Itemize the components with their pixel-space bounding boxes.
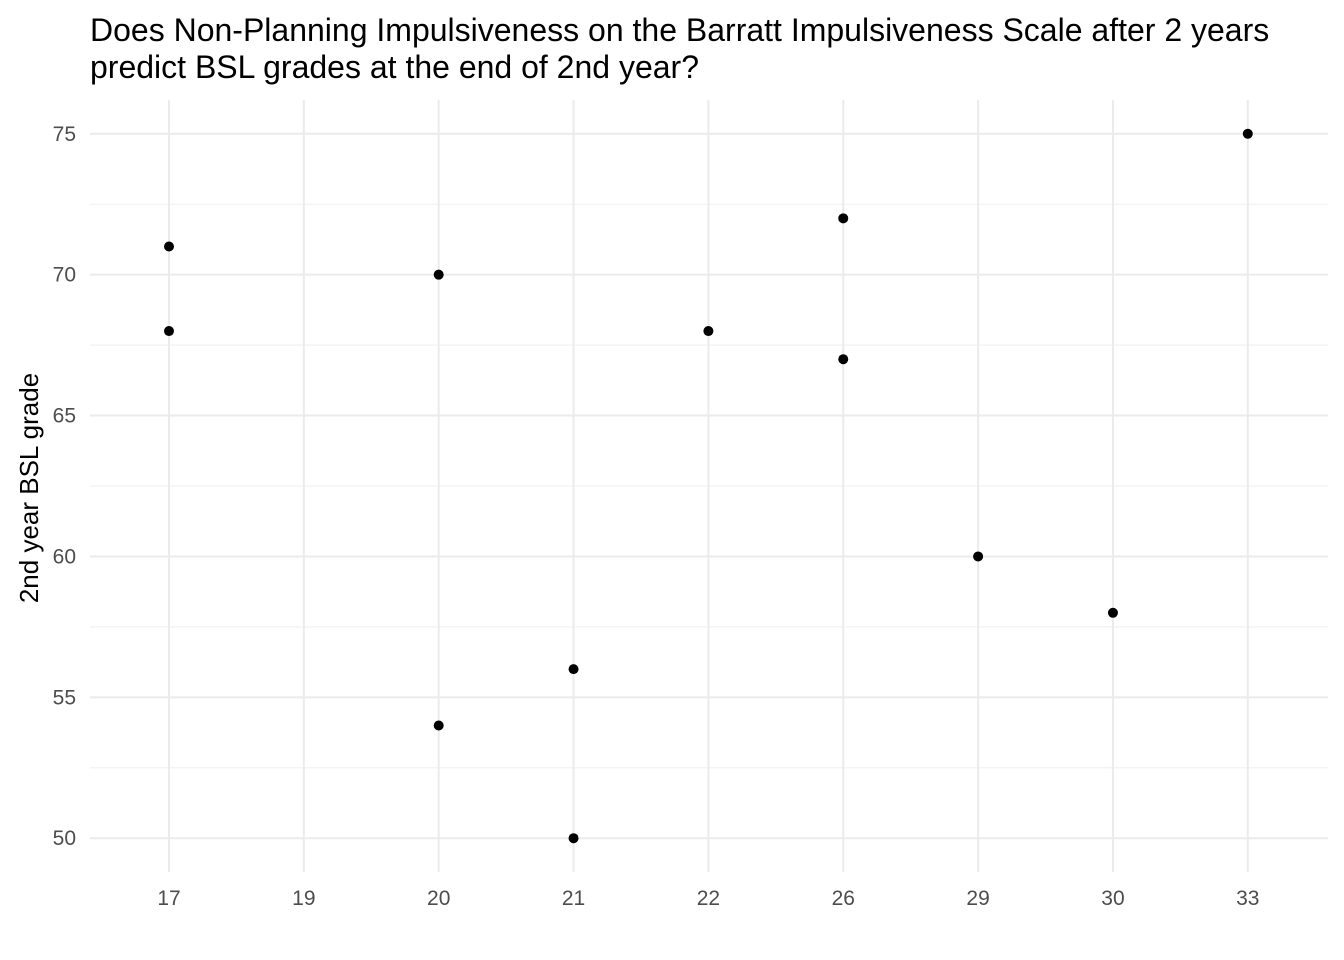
x-tick-label: 19 <box>292 887 315 910</box>
data-point <box>433 720 444 731</box>
data-point <box>164 326 174 337</box>
x-tick-label: 21 <box>562 887 585 910</box>
y-tick-label: 60 <box>53 545 76 568</box>
x-tick-label: 17 <box>157 887 180 910</box>
data-point <box>1107 607 1118 618</box>
x-tick-label: 22 <box>697 887 720 910</box>
data-point <box>1242 128 1253 139</box>
y-tick-label: 65 <box>53 405 76 428</box>
data-point <box>568 664 579 675</box>
data-point <box>433 269 444 280</box>
data-point <box>838 354 849 365</box>
grid-lines <box>90 100 1328 872</box>
y-tick-label: 75 <box>53 123 76 146</box>
y-tick-label: 50 <box>53 827 76 850</box>
data-point <box>973 551 984 562</box>
data-point <box>568 833 579 844</box>
data-point <box>838 213 849 224</box>
axis-ticks: 50 55 60 65 70 75 17 19 20 21 22 26 29 30 33 <box>53 123 1260 910</box>
x-tick-label: 26 <box>832 887 855 910</box>
y-axis-title: 2nd year BSL grade <box>14 373 44 603</box>
data-point <box>164 241 174 252</box>
x-tick-label: 20 <box>427 887 450 910</box>
y-tick-label: 55 <box>53 686 76 709</box>
data-point <box>703 326 714 337</box>
y-tick-label: 70 <box>53 264 76 287</box>
x-tick-label: 30 <box>1101 887 1124 910</box>
chart-title-line-1: Does Non-Planning Impulsiveness on the B… <box>90 12 1270 48</box>
x-tick-label: 29 <box>966 887 989 910</box>
chart-title: Does Non-Planning Impulsiveness on the B… <box>90 12 1269 86</box>
chart-title-line-2: predict BSL grades at the end of 2nd yea… <box>90 49 699 85</box>
data-points <box>164 128 1253 844</box>
x-tick-label: 33 <box>1236 887 1259 910</box>
